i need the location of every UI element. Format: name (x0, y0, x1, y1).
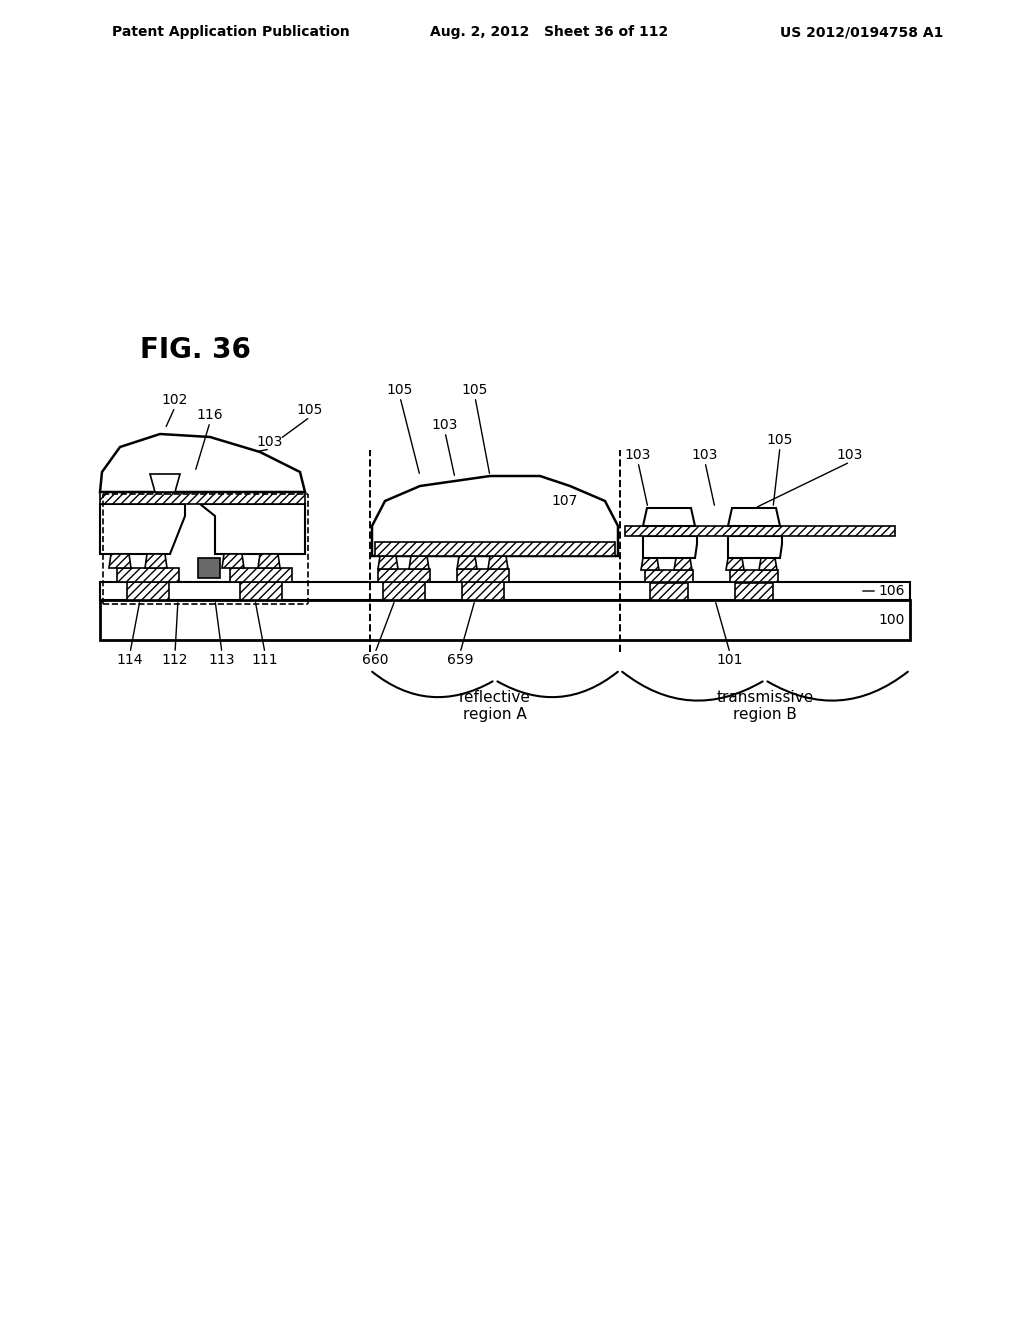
Polygon shape (100, 434, 305, 492)
Bar (462, 582, 504, 601)
Polygon shape (457, 556, 477, 569)
Text: 105: 105 (767, 433, 794, 447)
Polygon shape (643, 508, 695, 525)
Text: 112: 112 (162, 653, 188, 667)
Text: 101: 101 (717, 653, 743, 667)
Text: 105: 105 (297, 403, 324, 417)
Text: 105: 105 (387, 383, 414, 397)
Text: 103: 103 (432, 418, 458, 432)
Bar (730, 570, 778, 582)
Text: region B: region B (733, 706, 797, 722)
Bar (735, 583, 773, 601)
Bar (117, 568, 179, 582)
Text: 660: 660 (361, 653, 388, 667)
Text: 105: 105 (462, 383, 488, 397)
Text: 116: 116 (197, 408, 223, 422)
Text: 103: 103 (625, 447, 651, 462)
Bar (375, 543, 615, 556)
Polygon shape (641, 558, 659, 570)
Text: 106: 106 (878, 583, 904, 598)
Text: Aug. 2, 2012   Sheet 36 of 112: Aug. 2, 2012 Sheet 36 of 112 (430, 25, 669, 40)
Polygon shape (100, 504, 185, 554)
Text: transmissive: transmissive (717, 690, 814, 705)
Bar (100, 582, 910, 601)
Polygon shape (728, 508, 780, 525)
Text: reflective: reflective (459, 690, 530, 705)
Bar (645, 570, 693, 582)
Bar (625, 525, 895, 536)
Text: FIG. 36: FIG. 36 (140, 337, 251, 364)
Bar (198, 558, 220, 578)
Bar (230, 568, 292, 582)
Text: region A: region A (463, 706, 527, 722)
Polygon shape (378, 556, 398, 569)
Bar (457, 569, 509, 582)
Text: Patent Application Publication: Patent Application Publication (112, 25, 350, 40)
Polygon shape (150, 474, 180, 492)
Polygon shape (200, 504, 305, 554)
Bar (378, 569, 430, 582)
Polygon shape (109, 554, 131, 568)
Text: 103: 103 (837, 447, 863, 462)
Polygon shape (222, 554, 244, 568)
Text: 103: 103 (692, 447, 718, 462)
Text: 100: 100 (878, 612, 904, 627)
Text: 102: 102 (162, 393, 188, 407)
Bar (127, 582, 169, 601)
Bar (650, 583, 688, 601)
Polygon shape (643, 536, 697, 558)
Polygon shape (409, 556, 429, 569)
Polygon shape (372, 477, 618, 556)
Polygon shape (726, 558, 744, 570)
Polygon shape (728, 536, 782, 558)
Text: 111: 111 (252, 653, 279, 667)
Polygon shape (145, 554, 167, 568)
Polygon shape (674, 558, 692, 570)
Text: 114: 114 (117, 653, 143, 667)
Polygon shape (759, 558, 777, 570)
Text: 659: 659 (446, 653, 473, 667)
Bar (240, 582, 282, 601)
Text: 103: 103 (257, 436, 284, 449)
Text: 113: 113 (209, 653, 236, 667)
Bar (100, 492, 305, 504)
Text: 107: 107 (552, 494, 579, 508)
Bar (383, 582, 425, 601)
Polygon shape (488, 556, 508, 569)
Polygon shape (258, 554, 280, 568)
Bar (100, 601, 910, 640)
Text: US 2012/0194758 A1: US 2012/0194758 A1 (780, 25, 943, 40)
